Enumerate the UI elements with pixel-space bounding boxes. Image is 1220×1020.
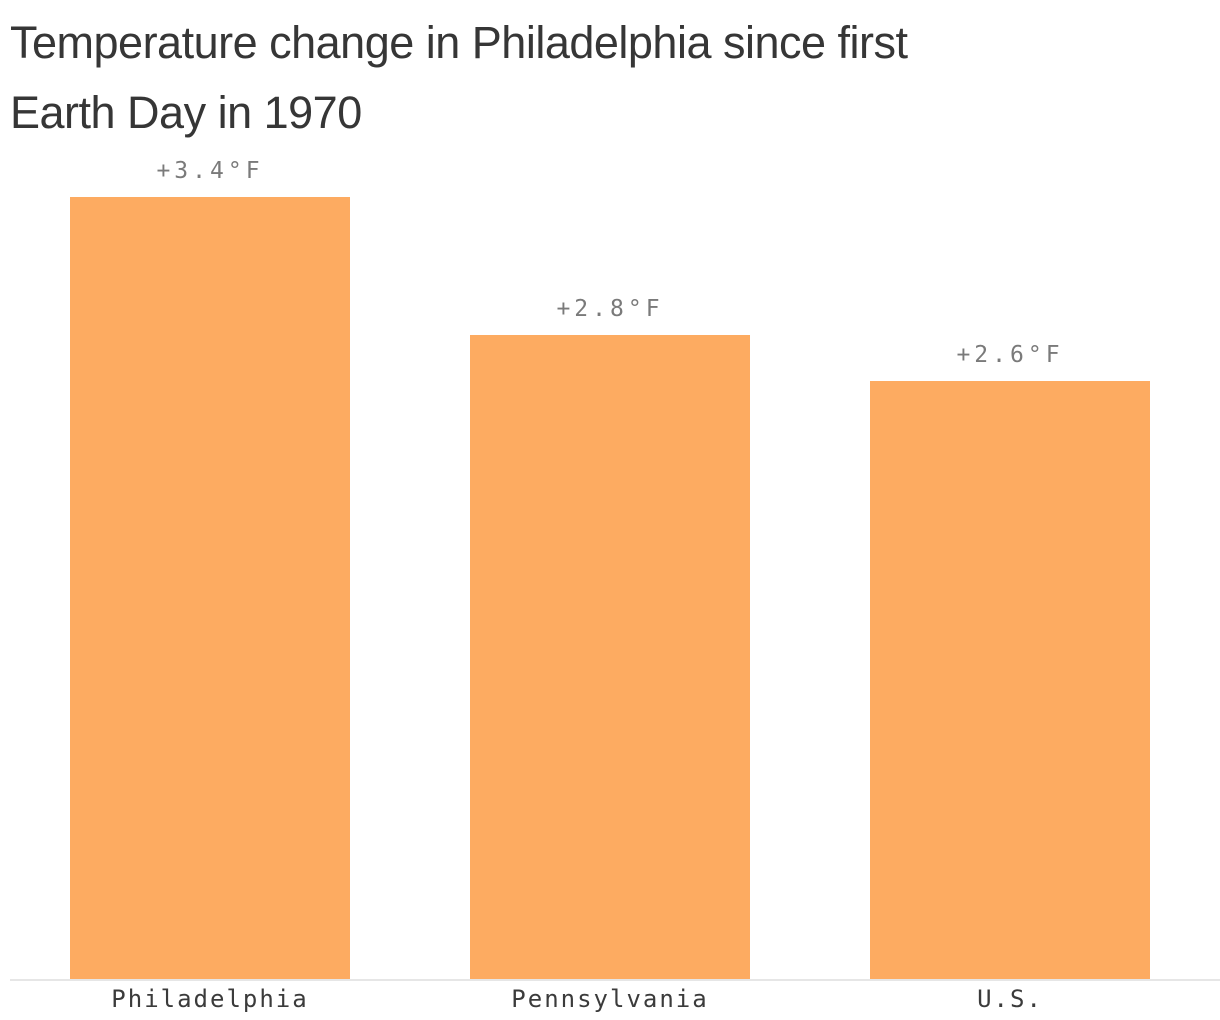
chart-title-line1: Temperature change in Philadelphia since… bbox=[10, 17, 908, 68]
chart-title: Temperature change in Philadelphia since… bbox=[10, 8, 908, 148]
x-axis-label-u-s: U.S. bbox=[977, 985, 1043, 1013]
bar-value-label-u-s: +2.6°F bbox=[956, 342, 1064, 368]
chart-title-line2: Earth Day in 1970 bbox=[10, 87, 362, 138]
bar-pennsylvania bbox=[470, 335, 750, 979]
bar-value-label-pennsylvania: +2.8°F bbox=[556, 296, 664, 322]
bar-value-label-philadelphia: +3.4°F bbox=[156, 158, 264, 184]
bar-u-s bbox=[870, 381, 1150, 979]
x-axis-line bbox=[10, 979, 1220, 981]
bar-philadelphia bbox=[70, 197, 350, 979]
x-axis-label-philadelphia: Philadelphia bbox=[111, 985, 309, 1013]
x-axis-label-pennsylvania: Pennsylvania bbox=[511, 985, 709, 1013]
